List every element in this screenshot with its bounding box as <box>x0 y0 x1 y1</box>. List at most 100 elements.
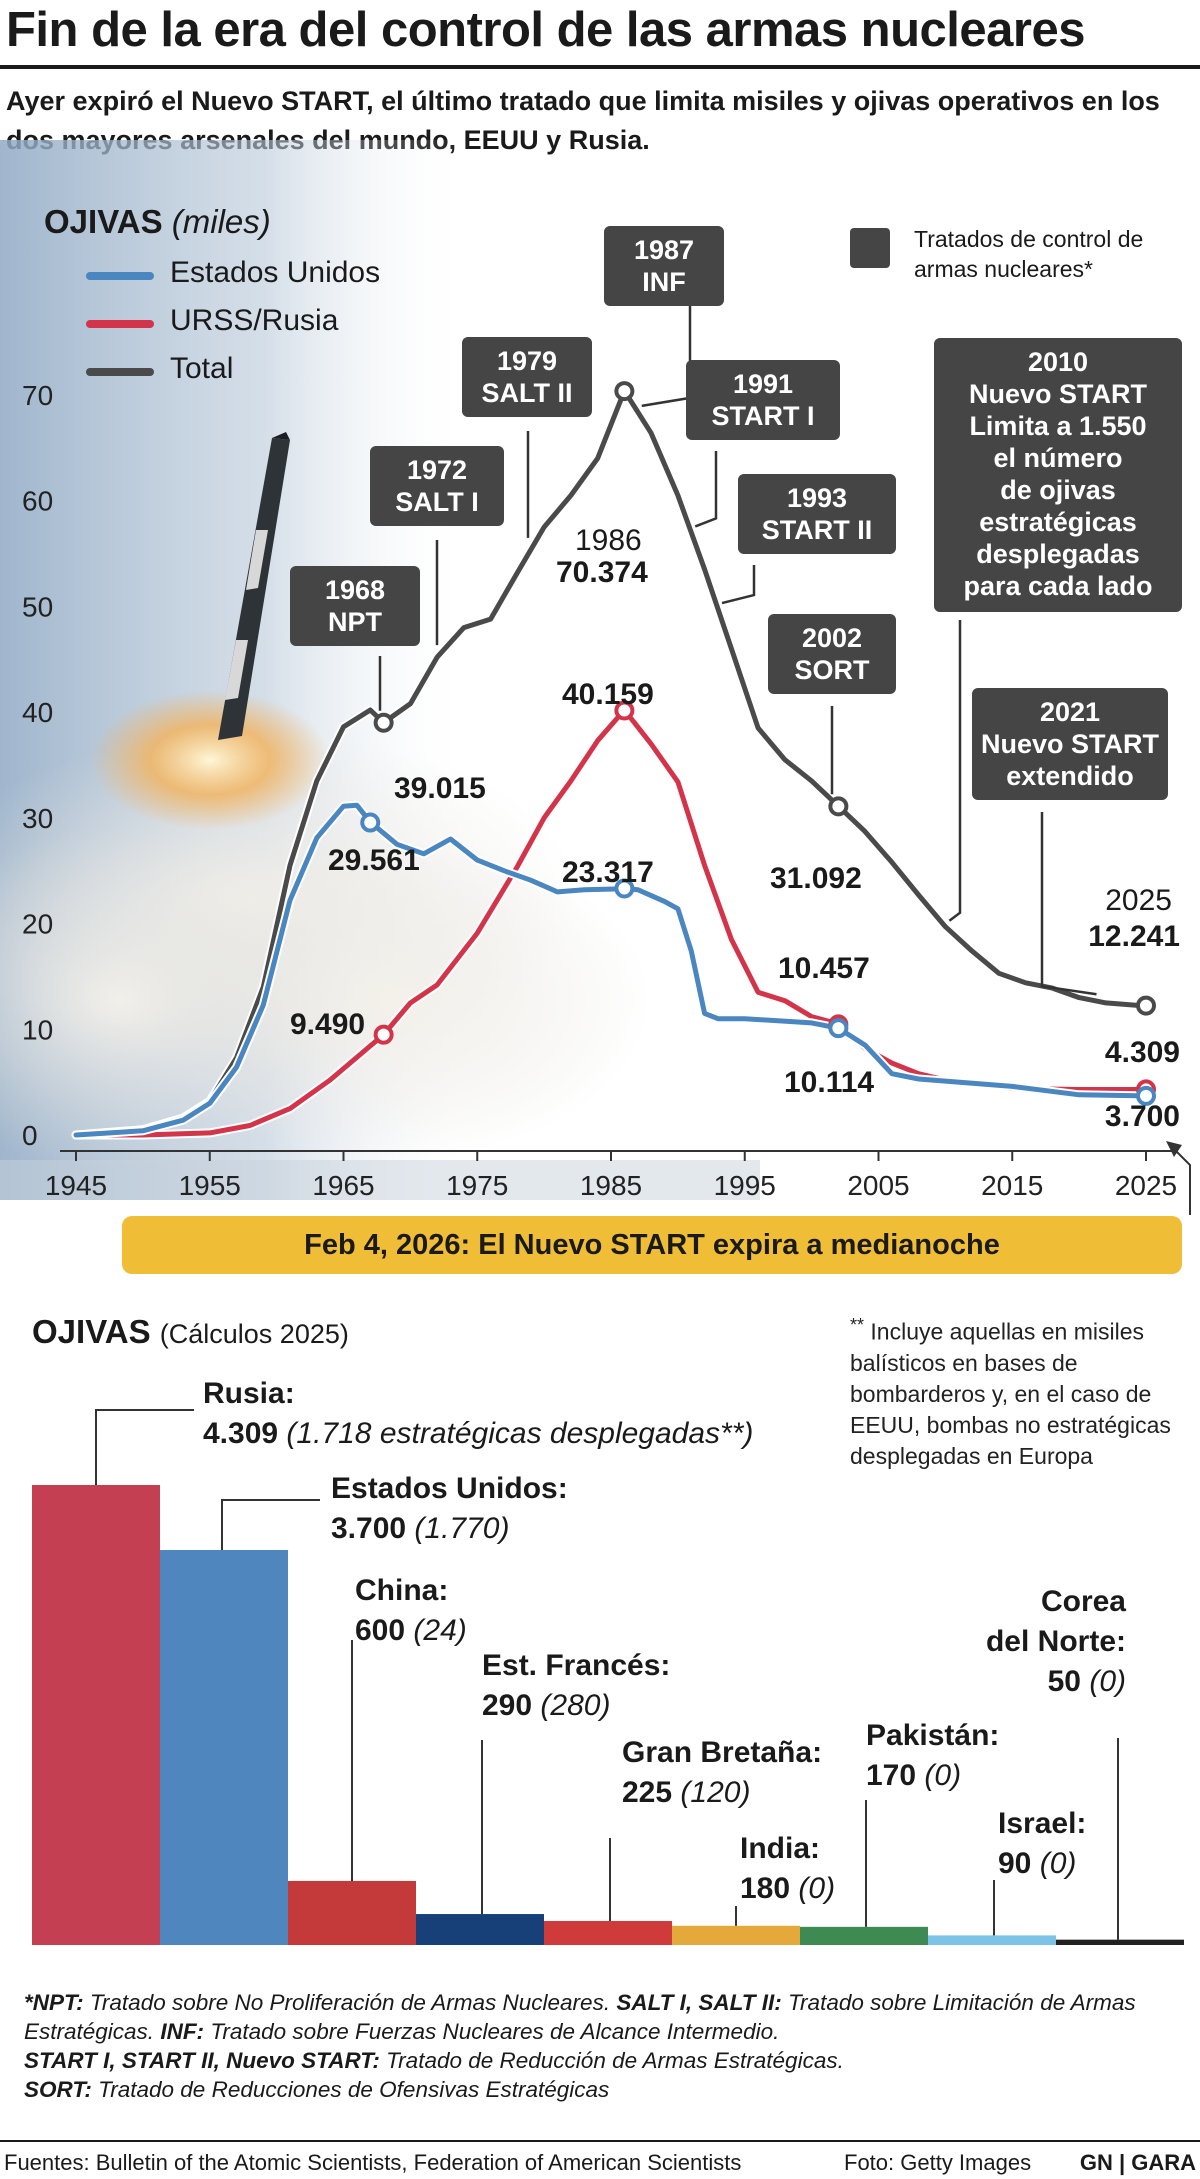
footnotes: *NPT: Tratado sobre No Proliferación de … <box>24 1988 1194 2104</box>
bar-label-pakistan: Pakistán: 170 (0) <box>866 1716 999 1796</box>
data-point-label: 29.561 <box>328 844 420 877</box>
bar-label-india: India: 180 (0) <box>740 1829 835 1909</box>
country-name-israel: Israel: <box>998 1807 1087 1840</box>
y-tick-label: 20 <box>22 909 53 940</box>
treaty-callout-salt2: 1979 SALT II <box>462 337 592 417</box>
bar-leaders <box>95 1409 1119 1940</box>
bar-6 <box>800 1926 928 1945</box>
footnote-term-sort: SORT: <box>24 2077 92 2102</box>
country-value-north-korea: 50 <box>1047 1665 1081 1698</box>
country-value-pakistan: 170 <box>866 1759 917 1792</box>
country-name-uk: Gran Bretaña: <box>622 1736 823 1769</box>
data-point-label: 12.241 <box>1088 920 1180 953</box>
country-value-uk: 225 <box>622 1776 673 1809</box>
line-chart-heading-unit: (miles) <box>171 203 271 240</box>
treaty-name-sort: SORT <box>794 655 870 685</box>
treaty-year-extended: 2021 <box>1039 697 1101 727</box>
treaty-year-inf: 1987 <box>633 235 695 265</box>
treaty-callout-start1: 1991 START I <box>686 360 840 440</box>
country-value-france: 290 <box>482 1689 533 1722</box>
x-tick-label: 1945 <box>45 1170 107 1201</box>
data-point-label: 10.114 <box>784 1066 874 1099</box>
footnote-term-start: START I, START II, Nuevo START: <box>24 2048 380 2073</box>
line-chart-heading-text: OJIVAS <box>44 203 163 240</box>
data-point-label: 3.700 <box>1105 1100 1180 1133</box>
treaty-callout-inf: 1987 INF <box>604 226 724 306</box>
arsenal-bar-chart <box>32 1409 1184 1945</box>
title-divider <box>0 65 1200 69</box>
bar-0 <box>32 1485 160 1945</box>
bar-label-us: Estados Unidos: 3.700 (1.770) <box>331 1469 568 1549</box>
country-name-russia: Rusia: <box>203 1377 295 1410</box>
treaty-name-start1: START I <box>711 401 815 431</box>
data-point-marker <box>1136 1085 1156 1106</box>
treaty-leader-line <box>694 451 718 528</box>
bar-label-france: Est. Francés: 290 (280) <box>482 1646 670 1726</box>
x-tick-label: 1985 <box>580 1170 642 1201</box>
country-value-china: 600 <box>355 1614 406 1647</box>
treaty-text-newstart-6: desplegadas <box>976 539 1140 569</box>
x-tick-label: 1995 <box>714 1170 776 1201</box>
bar-chart-heading-sub: (Cálculos 2025) <box>159 1319 349 1349</box>
treaty-text-newstart-5: estratégicas <box>979 507 1137 537</box>
bar-4 <box>544 1920 672 1945</box>
country-value-us: 3.700 <box>331 1512 407 1545</box>
footnote-def-npt: Tratado sobre No Proliferación de Armas … <box>83 1990 617 2015</box>
data-point-marker <box>828 796 849 817</box>
bar-label-russia: Rusia: 4.309 (1.718 estratégicas despleg… <box>203 1374 753 1454</box>
treaty-year-newstart: 2010 <box>1027 347 1089 377</box>
y-tick-label: 0 <box>22 1120 38 1151</box>
legend-swatch-treaties <box>850 228 890 268</box>
treaty-leader-line <box>721 565 756 605</box>
bar-label-uk: Gran Bretaña: 225 (120) <box>622 1733 822 1813</box>
country-name-us: Estados Unidos: <box>331 1472 568 1505</box>
note-text: Incluye aquellas en misiles balísticos e… <box>850 1318 1171 1469</box>
footnote-line-3: START I, START II, Nuevo START: Tratado … <box>24 2046 1194 2075</box>
treaty-year-salt1: 1972 <box>406 455 468 485</box>
treaty-year-start1: 1991 <box>732 369 794 399</box>
bar-3 <box>416 1914 544 1945</box>
data-point-label: 4.309 <box>1105 1036 1180 1069</box>
data-point-label: 40.159 <box>562 678 654 711</box>
data-point-label: 31.092 <box>770 862 862 895</box>
bar-5 <box>672 1925 800 1945</box>
warheads-line-chart: 1945 1955 1965 1975 1985 1995 2005 2015 2025 0 10 2… <box>0 140 1191 1215</box>
treaty-text-newstart-2: Limita a 1.550 <box>969 411 1147 441</box>
series-line-1 <box>73 707 1149 1138</box>
bar-leader-line <box>95 1409 194 1485</box>
data-point-marker <box>1136 995 1156 1016</box>
country-strategic-france: (280) <box>540 1689 611 1722</box>
treaty-year-sort: 2002 <box>801 623 863 653</box>
chart-markers: 29.561 39.015 9.490 70.374 40.159 23.317 31.09… <box>290 381 1180 1133</box>
series-line-0 <box>73 802 1149 1138</box>
y-tick-label: 50 <box>22 591 53 622</box>
country-strategic-uk: (120) <box>680 1776 751 1809</box>
bar-1 <box>160 1550 288 1945</box>
footer-sources: Fuentes: Bulletin of the Atomic Scientis… <box>4 2150 742 2175</box>
footer-divider <box>0 2140 1200 2142</box>
legend-swatch-russia <box>86 320 154 328</box>
country-name-china: China: <box>355 1574 449 1607</box>
treaty-text-newstart-3: el número <box>993 443 1123 473</box>
expiry-banner: Feb 4, 2026: El Nuevo START expira a med… <box>122 1216 1182 1274</box>
country-strategic-india: (0) <box>798 1872 836 1905</box>
legend-swatch-us <box>86 272 154 280</box>
country-strategic-russia: (1.718 estratégicas desplegadas**) <box>286 1417 754 1450</box>
x-tick-label: 1955 <box>179 1170 241 1201</box>
bar-7 <box>928 1935 1056 1945</box>
data-point-label: 70.374 <box>556 556 648 589</box>
country-value-india: 180 <box>740 1872 791 1905</box>
legend-label-treaties: Tratados de control de armas nucleares* <box>914 226 1144 282</box>
footnote-line-4: SORT: Tratado de Reducciones de Ofensiva… <box>24 2075 1194 2104</box>
country-value-israel: 90 <box>998 1847 1032 1880</box>
note-mark: ** <box>850 1315 865 1335</box>
country-strategic-us: (1.770) <box>414 1512 510 1545</box>
x-tick-label: 2025 <box>1115 1170 1177 1201</box>
data-point-marker <box>373 1024 394 1045</box>
banner-leader-arrow <box>1166 1141 1182 1157</box>
bar-leader-line <box>221 1499 320 1551</box>
data-point-marker <box>360 812 381 833</box>
footnote-def-inf: Tratado sobre Fuerzas Nucleares de Alcan… <box>204 2019 780 2044</box>
y-tick-label: 10 <box>22 1014 53 1045</box>
x-tick-label: 2005 <box>847 1170 909 1201</box>
